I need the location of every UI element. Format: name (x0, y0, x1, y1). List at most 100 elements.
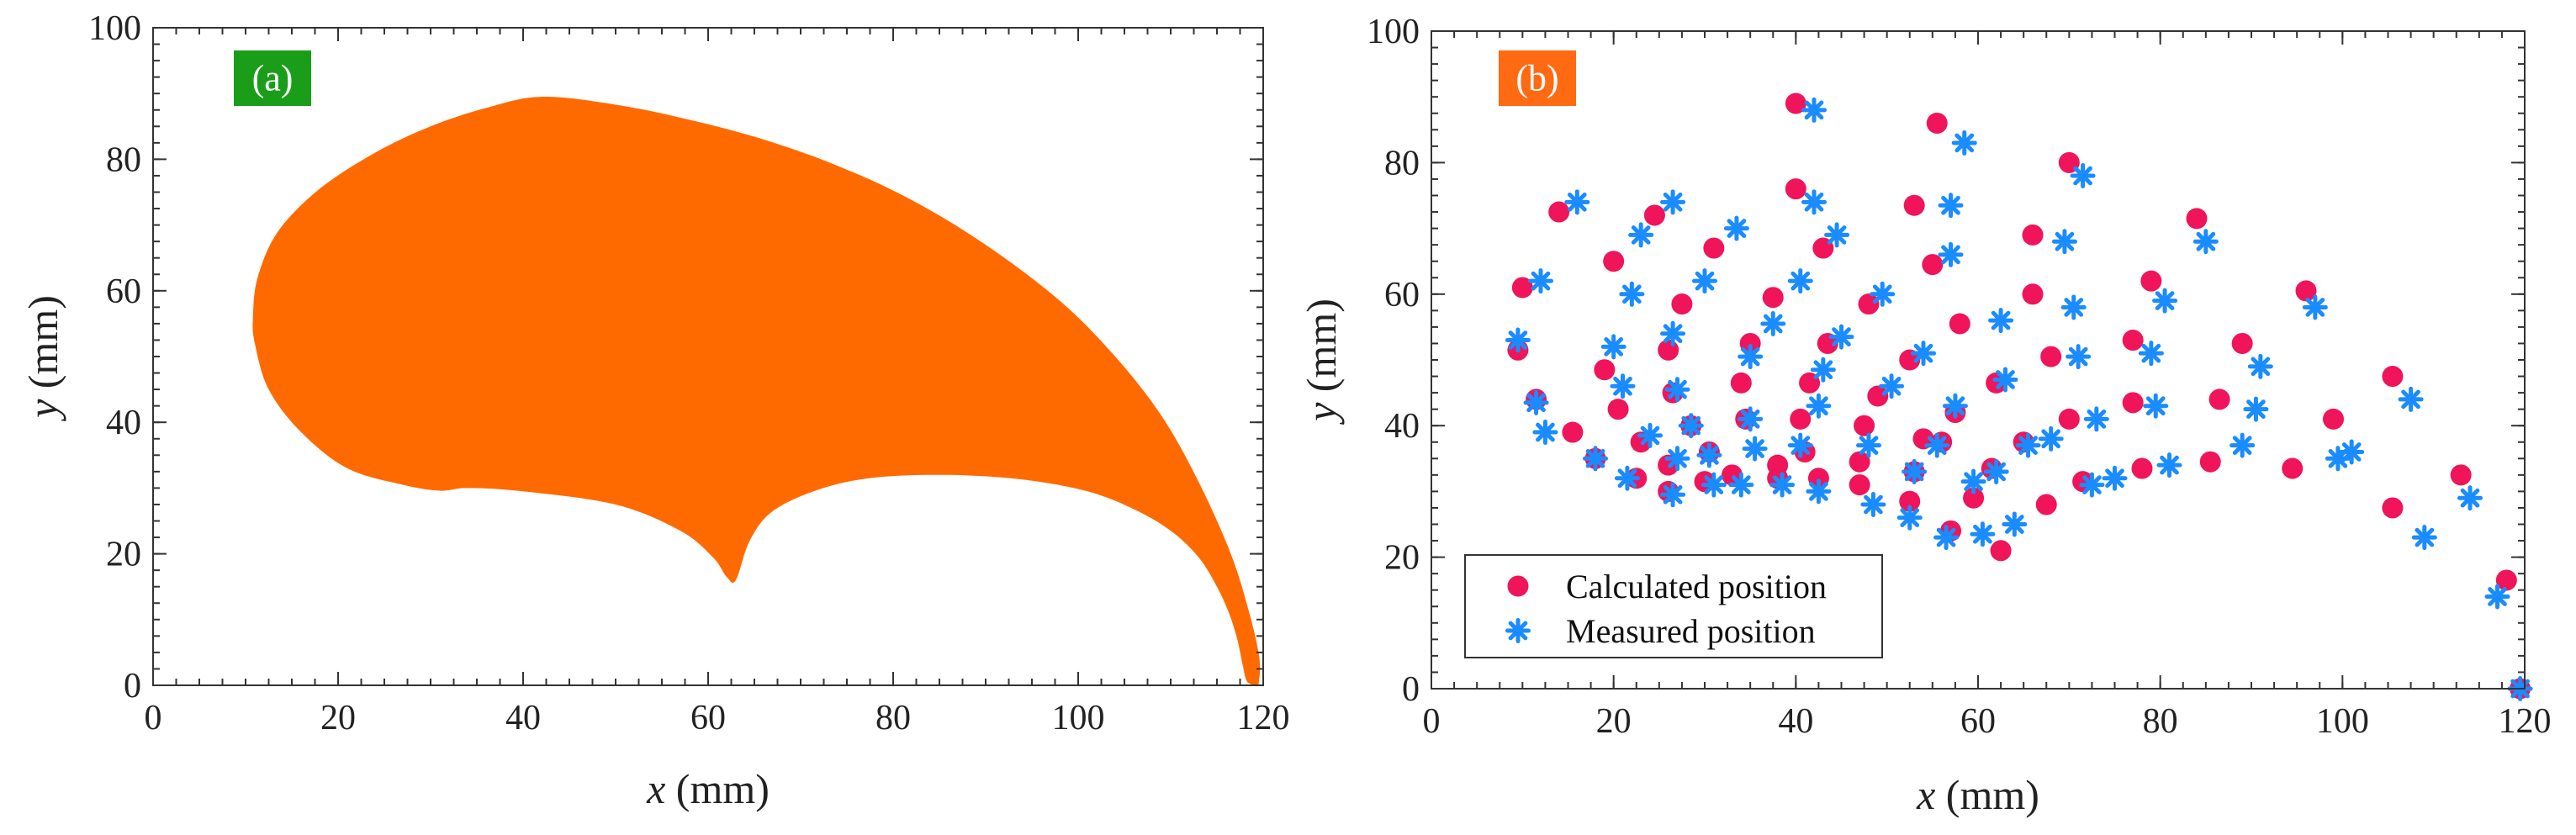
scatter-points (1505, 92, 2533, 701)
measured-point (2247, 353, 2273, 379)
measured-point (2038, 425, 2064, 452)
measured-point (2156, 452, 2182, 478)
calculated-point (2282, 457, 2304, 479)
calculated-point (1767, 454, 1789, 476)
calculated-point (2323, 408, 2344, 430)
measured-point (1760, 310, 1786, 336)
x-tick-label: 40 (505, 699, 541, 737)
y-axis-unit-b: (mm) (1298, 299, 1345, 403)
calculated-point (1785, 92, 1806, 114)
measured-point (1583, 446, 1608, 472)
measured-point (2152, 288, 2178, 314)
measured-point (1860, 492, 1886, 518)
measured-point (2051, 229, 2077, 255)
y-tick-label: 20 (1384, 539, 1420, 578)
measured-point (2083, 406, 2109, 432)
panel-badge-a: (a) (234, 50, 311, 106)
measured-point (2060, 294, 2087, 320)
calculated-point (1785, 178, 1806, 200)
calculated-point (2495, 569, 2517, 591)
measured-point (2138, 341, 2164, 367)
x-tick-label: 0 (1423, 702, 1441, 741)
panel-b: 0 20 40 60 80 100 120 0 20 40 60 80 100 (b) Calculat… (1298, 13, 2552, 818)
measured-point (1610, 373, 1636, 399)
measured-point (1660, 189, 1686, 215)
measured-point (1810, 357, 1836, 383)
measured-point (1600, 334, 1627, 360)
measured-point (1896, 505, 1923, 531)
x-tick-label: 100 (1052, 699, 1105, 737)
measured-point (1824, 222, 1850, 248)
badge-background-a (234, 50, 311, 106)
calculated-point (2186, 208, 2208, 230)
measured-point (1924, 432, 1950, 458)
measured-point (1828, 324, 1854, 350)
calculated-point (1703, 237, 1725, 259)
measured-point (1787, 268, 1813, 294)
legend-label: Measured position (1566, 612, 1816, 650)
x-tick-label: 0 (145, 699, 162, 737)
legend-box (1464, 554, 1883, 658)
calculated-point (1603, 251, 1625, 272)
calculated-point (1990, 540, 2012, 562)
measured-point (1992, 367, 2018, 393)
measured-point (1951, 129, 1977, 156)
calculated-point (2022, 283, 2044, 305)
calculated-point (1762, 287, 1784, 309)
y-axis-label-a: y (mm) (19, 295, 66, 422)
x-tick-label: 60 (1960, 702, 1996, 741)
measured-point (1970, 521, 1996, 547)
measured-point (2015, 432, 2041, 458)
measured-point (1787, 432, 1813, 458)
calculated-point (1658, 339, 1679, 361)
x-tick-label: 80 (875, 699, 911, 737)
measured-point (1728, 472, 1754, 498)
y-axis-var-b: y (1298, 402, 1345, 425)
measured-point (1696, 442, 1722, 468)
calculated-point (1671, 293, 1693, 315)
x-tick-label: 80 (2143, 702, 2178, 741)
measured-point (1856, 432, 1881, 458)
calculated-point (1594, 359, 1616, 381)
y-tick-label: 0 (124, 667, 141, 706)
measured-point (2193, 229, 2219, 255)
y-axis-label-b: y (mm) (1298, 299, 1345, 425)
measured-point (2411, 525, 2437, 551)
measured-point (2339, 439, 2365, 465)
x-tick-label: 120 (2499, 702, 2552, 741)
y-tick-label: 60 (1384, 276, 1420, 314)
measured-point (1938, 193, 1964, 219)
calculated-point (1548, 201, 1570, 223)
measured-point (2230, 432, 2256, 458)
x-axis-label-b: x (mm) (1916, 771, 2039, 818)
calculated-point (1903, 194, 1925, 216)
y-axis-var-a: y (19, 399, 66, 422)
measured-point (1801, 97, 1827, 123)
calculated-point (2199, 451, 2221, 473)
calculated-point (2382, 497, 2404, 519)
legend-label: Calculated position (1566, 568, 1827, 605)
calculated-point (2040, 346, 2062, 367)
badge-label-b: (b) (1515, 58, 1558, 99)
measured-point (1692, 268, 1717, 294)
calculated-point (2450, 464, 2472, 486)
measured-point (1664, 446, 1690, 472)
measured-point (1637, 422, 1663, 448)
x-axis-var-b: x (1916, 771, 1935, 818)
measured-point (1723, 215, 1749, 241)
calculated-point (1849, 451, 1870, 473)
legend-marker-measured (1505, 618, 1531, 643)
measured-point (2302, 294, 2328, 320)
measured-point (1911, 341, 1936, 367)
calculated-point (1562, 421, 1584, 443)
measured-point (1678, 413, 1704, 439)
measured-point (2002, 511, 2028, 537)
calculated-point (2122, 392, 2144, 414)
calculated-point (1511, 277, 1533, 299)
measured-point (2102, 465, 2128, 491)
calculated-point (2022, 224, 2044, 246)
y-tick-label: 60 (106, 272, 141, 311)
y-tick-label: 80 (1384, 144, 1420, 182)
calculated-point (1858, 293, 1880, 315)
measured-point (1738, 344, 1764, 370)
